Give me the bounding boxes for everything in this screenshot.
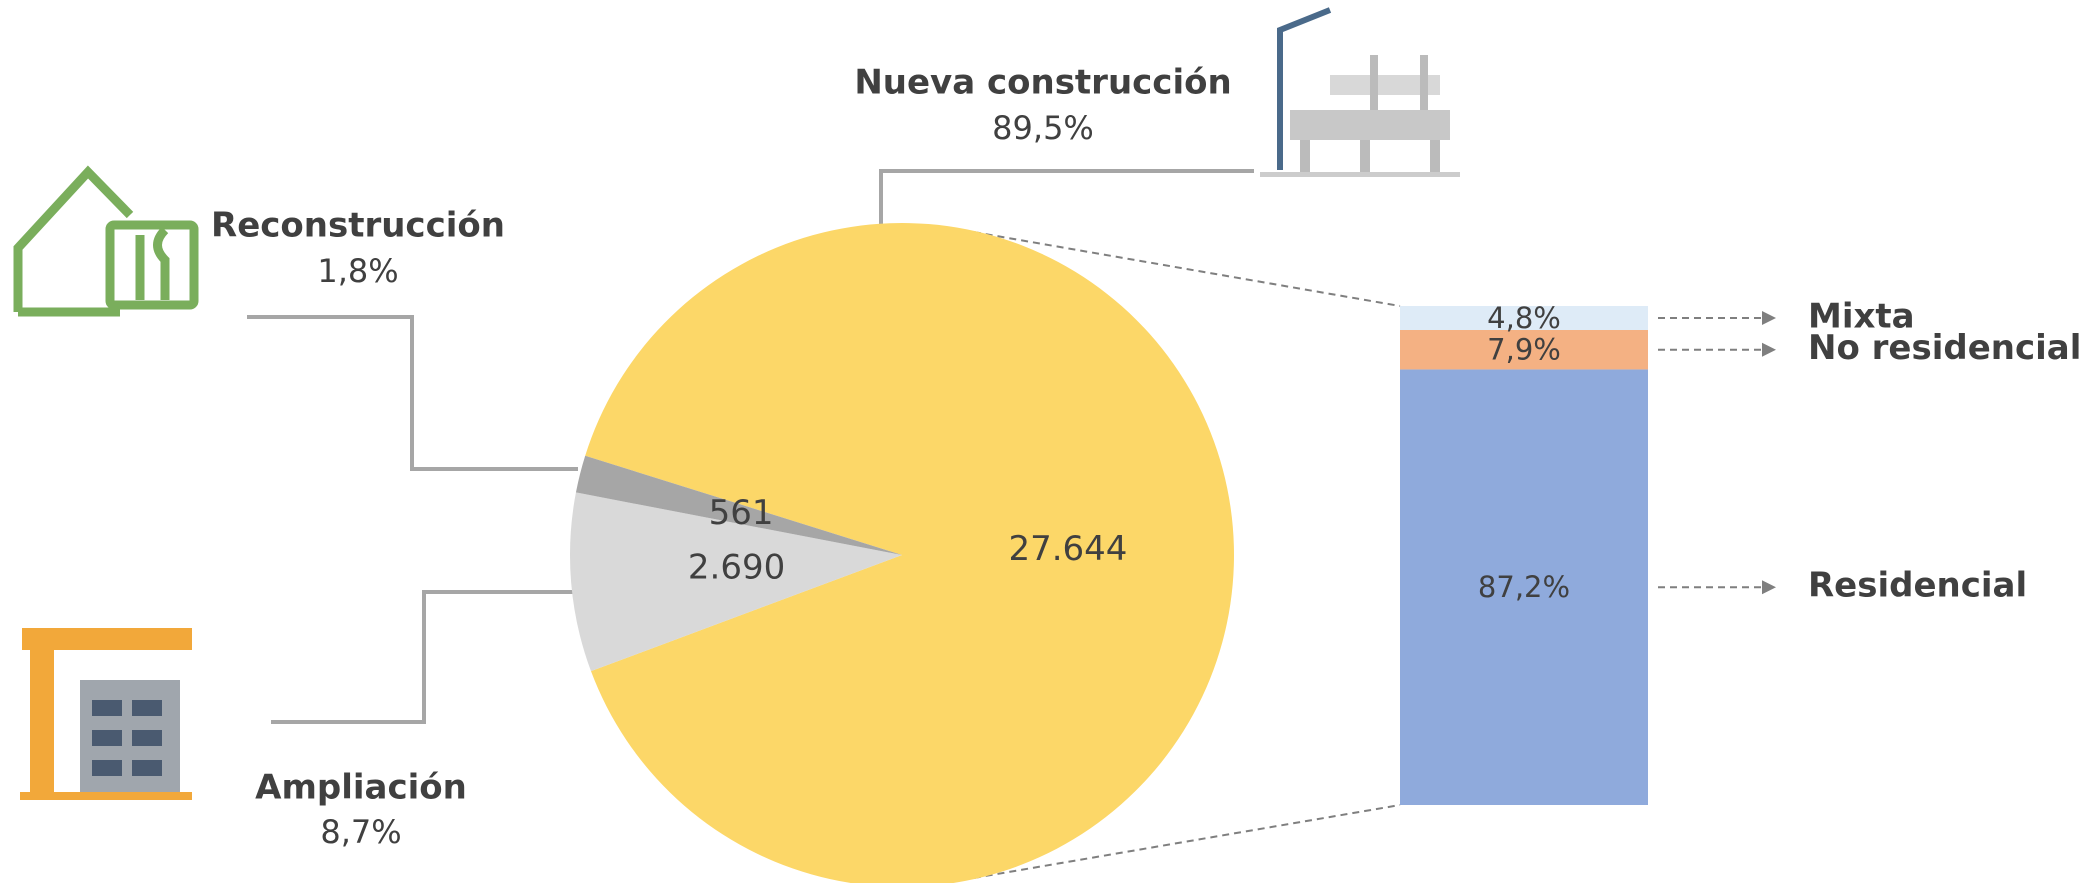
data-label: 2.690: [688, 547, 785, 587]
percentage-label: 89,5%: [992, 109, 1094, 147]
category-label: Residencial: [1808, 566, 2027, 606]
bar-segment: [1400, 369, 1648, 805]
connector: [879, 169, 1254, 227]
construction-icon: [1260, 7, 1460, 177]
zoom-line: [961, 804, 1401, 881]
arrow-head: [1762, 580, 1776, 595]
connector: [271, 590, 578, 724]
category-label: Nueva construcción: [854, 63, 1231, 103]
arrow-head: [1762, 310, 1776, 325]
data-label: 87,2%: [1478, 570, 1570, 604]
data-label: 27.644: [1008, 529, 1127, 569]
data-label: 7,9%: [1487, 333, 1561, 367]
bar-segment: [1400, 306, 1648, 330]
connector: [247, 315, 578, 471]
pie-slice: [570, 492, 902, 672]
bar-segment: [1400, 329, 1648, 370]
category-label: Mixta: [1808, 296, 1915, 336]
category-label: Ampliación: [255, 768, 467, 808]
category-label: Reconstrucción: [211, 206, 505, 246]
percentage-label: 8,7%: [320, 813, 401, 851]
category-label: No residencial: [1808, 328, 2081, 368]
pie-slice: [585, 223, 1234, 883]
arrow-head: [1762, 342, 1776, 357]
house-icon: [13, 165, 199, 317]
crane-icon: [20, 628, 192, 800]
zoom-line: [961, 229, 1401, 307]
data-label: 561: [709, 493, 774, 533]
data-label: 4,8%: [1487, 301, 1561, 335]
percentage-label: 1,8%: [317, 252, 398, 290]
pie-slice: [575, 455, 902, 555]
